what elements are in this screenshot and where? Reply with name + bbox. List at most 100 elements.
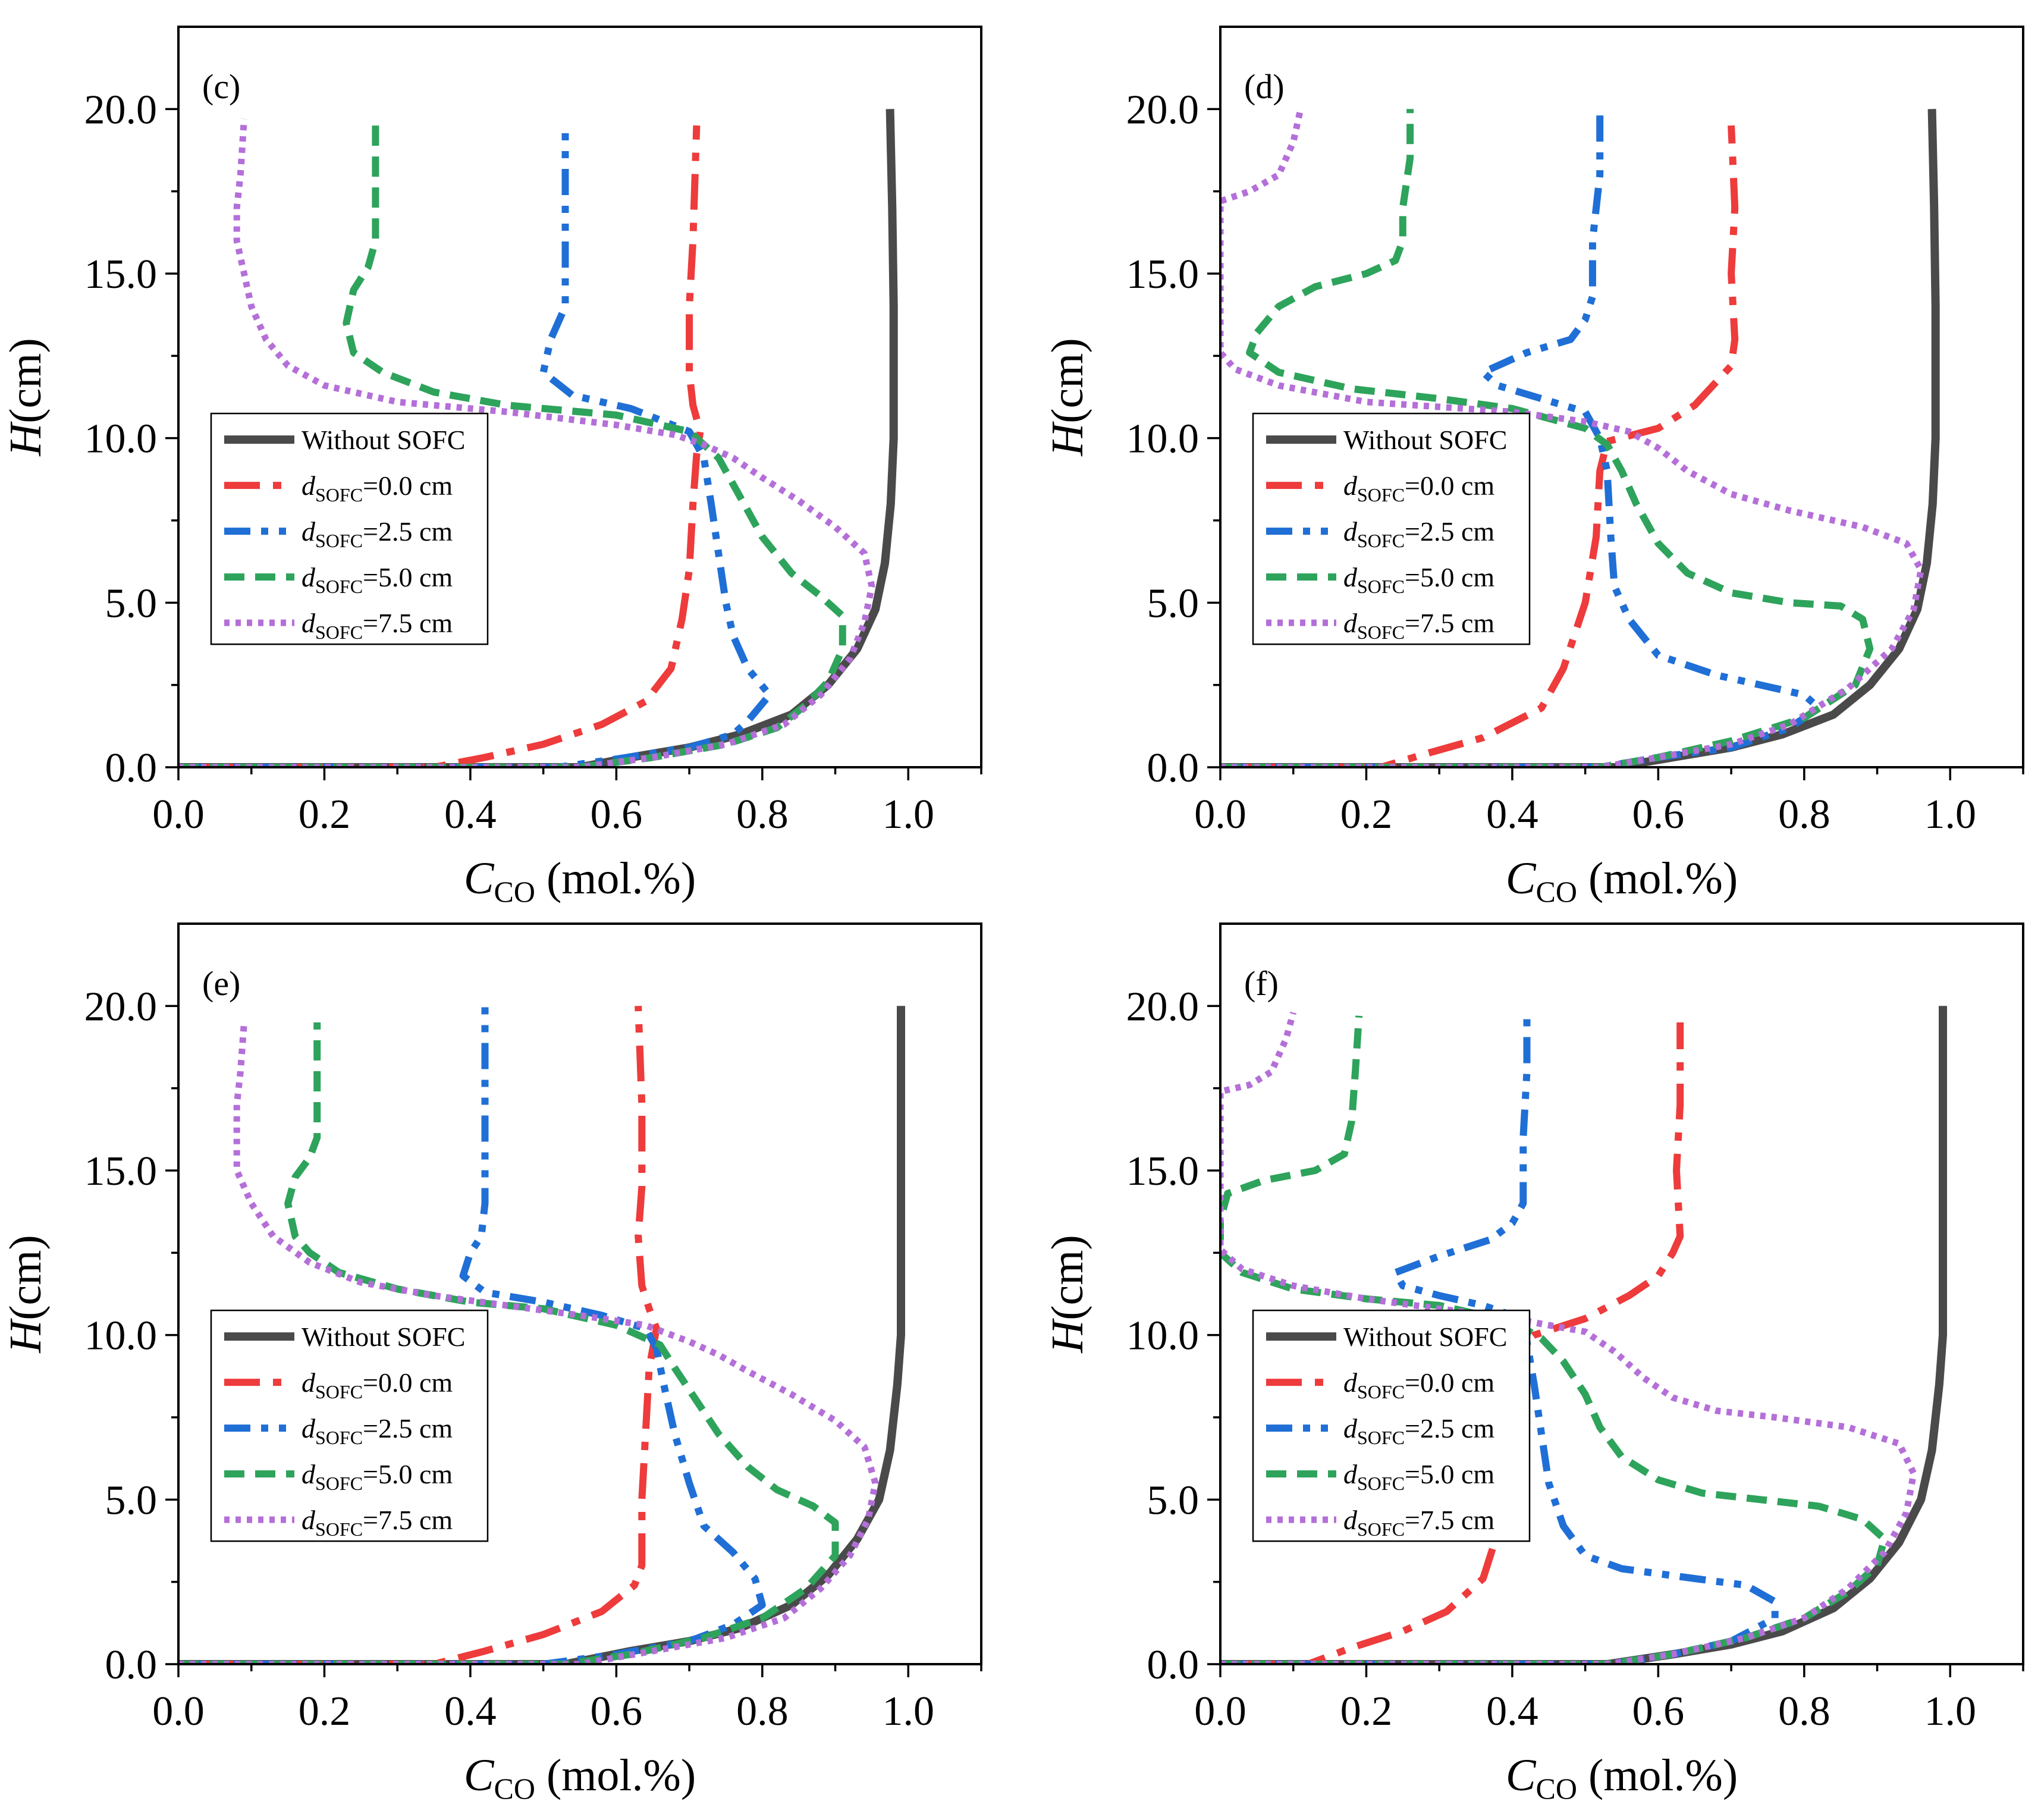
y-tick-label: 15.0 <box>84 252 158 297</box>
series-line-d25 <box>1220 1012 1779 1664</box>
x-tick-label: 0.0 <box>1194 792 1246 837</box>
legend-box <box>210 1309 489 1542</box>
series-line-d25 <box>1220 109 1823 767</box>
x-axis-title: CCO (mol.%) <box>464 853 696 908</box>
y-tick-label: 5.0 <box>105 580 158 626</box>
plot-frame <box>177 26 982 768</box>
y-tick-label: 20.0 <box>84 984 158 1030</box>
series-group <box>178 1006 905 1664</box>
x-tick-label: 0.4 <box>444 792 497 837</box>
legend-label-without: Without SOFC <box>1343 1322 1507 1352</box>
legend-label-d75: dSOFC=7.5 cm <box>302 1505 453 1540</box>
x-tick-label: 1.0 <box>883 1689 935 1734</box>
x-tick-label: 0.2 <box>299 1689 351 1734</box>
legend-label-d00: dSOFC=0.0 cm <box>1343 470 1494 506</box>
y-tick-label: 5.0 <box>1147 1477 1200 1523</box>
series-line-d75 <box>1220 1011 1917 1664</box>
series-line-d75 <box>1220 108 1924 767</box>
series-line-d50 <box>178 1022 839 1664</box>
y-tick-label: 5.0 <box>1147 580 1200 626</box>
y-tick-label: 0.0 <box>105 1642 158 1688</box>
chart-panel-c: 0.0 0.2 0.4 0.6 0.8 1.0 0.0 5.0 10.0 15.0 20.0 CCO … <box>1 26 982 908</box>
x-tick-label: 0.0 <box>152 792 205 837</box>
x-tick-label: 0.4 <box>1486 1689 1538 1734</box>
series-group <box>178 109 898 767</box>
plot-frame <box>177 922 982 1665</box>
x-tick-label: 0.2 <box>299 792 351 837</box>
y-tick-label: 10.0 <box>1126 1313 1200 1359</box>
x-tick-label: 0.8 <box>1778 1689 1830 1734</box>
x-tick-label: 0.6 <box>1632 1689 1685 1734</box>
legend-label-d50: dSOFC=5.0 cm <box>1343 1459 1494 1494</box>
legend-label-d75: dSOFC=7.5 cm <box>302 608 453 643</box>
legend: Without SOFC dSOFC=0.0 cm dSOFC=2.5 cm dSOF… <box>1252 1309 1531 1542</box>
series-line-d00 <box>1220 125 1739 767</box>
x-tick-label: 0.4 <box>444 1689 497 1734</box>
legend-label-d50: dSOFC=5.0 cm <box>302 1459 453 1494</box>
x-tick-label: 0.2 <box>1340 1689 1393 1734</box>
legend-label-d50: dSOFC=5.0 cm <box>1343 562 1494 597</box>
panel-label: (c) <box>202 67 240 106</box>
chart-panel-d: 0.0 0.2 0.4 0.6 0.8 1.0 0.0 5.0 10.0 15.0 20.0 CCO … <box>1043 26 2024 908</box>
x-axis-title: CCO (mol.%) <box>1506 853 1738 908</box>
x-tick-label: 0.8 <box>1778 792 1830 837</box>
panel-label: (e) <box>202 964 240 1003</box>
y-axis-title: H(cm) <box>1 338 51 456</box>
y-tick-label: 10.0 <box>84 416 158 462</box>
x-tick-label: 0.6 <box>1632 792 1685 837</box>
y-tick-label: 20.0 <box>1126 984 1200 1030</box>
series-line-d75 <box>178 1022 879 1664</box>
x-axis-title: CCO (mol.%) <box>464 1750 696 1805</box>
y-tick-label: 10.0 <box>84 1313 158 1359</box>
x-tick-label: 0.6 <box>591 792 643 837</box>
chart-panel-f: 0.0 0.2 0.4 0.6 0.8 1.0 0.0 5.0 10.0 15.0 20.0 CCO … <box>1043 922 2024 1805</box>
x-tick-label: 0.6 <box>591 1689 643 1734</box>
panel-label: (f) <box>1244 964 1279 1003</box>
y-tick-label: 10.0 <box>1126 416 1200 462</box>
series-line-d25 <box>178 1006 766 1664</box>
series-group <box>1220 108 1940 767</box>
x-tick-label: 0.2 <box>1340 792 1393 837</box>
y-axis-title: H(cm) <box>1043 1235 1092 1353</box>
x-tick-label: 1.0 <box>1924 1689 1977 1734</box>
series-line-d50 <box>1220 1015 1888 1664</box>
legend-label-d25: dSOFC=2.5 cm <box>1343 1413 1494 1448</box>
y-tick-label: 0.0 <box>105 745 158 791</box>
y-tick-label: 15.0 <box>84 1149 158 1194</box>
legend-box <box>1252 412 1531 645</box>
y-axis-title: H(cm) <box>1 1235 51 1353</box>
legend-label-without: Without SOFC <box>302 1322 465 1352</box>
legend-label-d25: dSOFC=2.5 cm <box>1343 516 1494 551</box>
y-tick-label: 15.0 <box>1126 252 1200 297</box>
x-tick-label: 0.8 <box>736 1689 789 1734</box>
chart-panel-e: 0.0 0.2 0.4 0.6 0.8 1.0 0.0 5.0 10.0 15.0 20.0 CCO … <box>1 922 982 1805</box>
legend-box <box>1252 1309 1531 1542</box>
legend-box <box>210 412 489 645</box>
legend: Without SOFC dSOFC=0.0 cm dSOFC=2.5 cm dSOF… <box>210 1309 489 1542</box>
plot-frame <box>1219 922 2024 1665</box>
series-line-d00 <box>178 1006 660 1664</box>
legend-label-d25: dSOFC=2.5 cm <box>302 516 453 551</box>
legend-label-d00: dSOFC=0.0 cm <box>302 470 453 506</box>
series-line-d75 <box>178 118 875 767</box>
y-tick-label: 20.0 <box>1126 87 1200 133</box>
legend-label-d75: dSOFC=7.5 cm <box>1343 608 1494 643</box>
legend: Without SOFC dSOFC=0.0 cm dSOFC=2.5 cm dSOF… <box>210 412 489 645</box>
plot-frame <box>1219 26 2024 768</box>
x-tick-label: 0.0 <box>1194 1689 1246 1734</box>
y-tick-label: 5.0 <box>105 1477 158 1523</box>
legend-label-d00: dSOFC=0.0 cm <box>302 1367 453 1402</box>
x-tick-label: 0.8 <box>736 792 789 837</box>
y-axis-title: H(cm) <box>1043 338 1092 456</box>
y-tick-label: 20.0 <box>84 87 158 133</box>
legend-label-without: Without SOFC <box>1343 425 1507 455</box>
y-tick-label: 0.0 <box>1147 1642 1200 1688</box>
legend-label-d75: dSOFC=7.5 cm <box>1343 1505 1494 1540</box>
y-tick-label: 15.0 <box>1126 1149 1200 1194</box>
x-tick-label: 1.0 <box>883 792 935 837</box>
x-tick-label: 0.0 <box>152 1689 205 1734</box>
legend-label-without: Without SOFC <box>302 425 465 455</box>
legend-label-d00: dSOFC=0.0 cm <box>1343 1367 1494 1402</box>
series-line-d25 <box>178 125 774 767</box>
